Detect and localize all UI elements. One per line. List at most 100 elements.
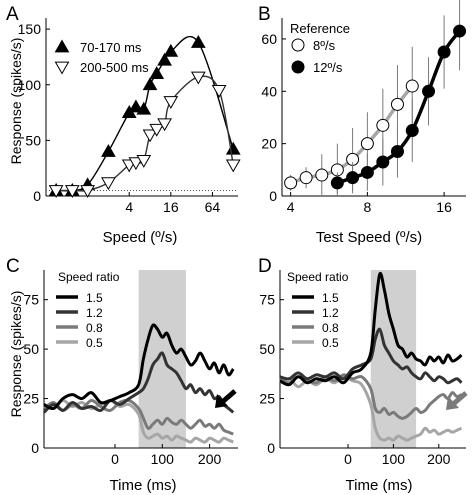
panel-a-series-1-point (136, 101, 152, 115)
panel-b-y-tick-label: 20 (261, 136, 277, 152)
panel-d-legend-label: 1.2 (322, 306, 339, 320)
panel-a-legend-marker-1 (54, 39, 70, 53)
panel-a-series-2-point (211, 84, 227, 98)
panel-b-series-2-point (422, 84, 436, 98)
panel-c-series-1.5-line (43, 323, 235, 411)
panel-a-series-1-point (149, 66, 165, 79)
panel-b-series-2-point (390, 145, 404, 158)
panel-b-series-1-point (284, 176, 298, 190)
panel-b-series-2-point (360, 165, 374, 179)
panel-c-series-1.2-line (42, 351, 235, 414)
panel-c-x-tick-label: 0 (111, 451, 119, 467)
panel-b-x-tick-label: 16 (436, 199, 452, 215)
panel-a-series-2-point (101, 177, 116, 191)
panel-d-arrow-icon (446, 396, 459, 410)
panel-c-legend-label: 0.8 (86, 321, 103, 335)
panel-c-legend-label: 1.5 (86, 291, 103, 305)
panel-a-series-2-point (136, 155, 152, 168)
panel-a-series-1-point (163, 43, 179, 57)
panel-d-legend-label: 0.8 (322, 321, 339, 335)
panel-a-series-1-point (157, 52, 172, 66)
panel-c-legend-label: 1.2 (86, 306, 103, 320)
panel-a-series-2-point (64, 185, 80, 198)
panel-a-x-label: Speed (º/s) (103, 229, 178, 246)
panel-c-y-tick-label: 75 (23, 292, 39, 308)
panel-b-legend-label-1: 8º/s (313, 38, 336, 53)
panel-a-y-tick-label: 50 (25, 132, 41, 148)
panel-b-series-1-point (299, 171, 313, 185)
panel-a-y-tick-label: 0 (33, 188, 41, 204)
panel-c-y-tick-label: 0 (31, 440, 39, 456)
panel-c-x-label: Time (ms) (110, 477, 177, 494)
panel-b-legend-title: Reference (290, 21, 350, 36)
panel-c-stimulus-window (138, 270, 186, 448)
panel-c-series-0.5-line (43, 399, 234, 444)
panel-a-series-2-point (128, 157, 144, 171)
panel-b-series-2-point (453, 24, 467, 38)
panel-a-x-tick-label: 16 (163, 199, 179, 215)
panel-b-x-label: Test Speed (º/s) (316, 229, 422, 246)
panel-b-y-tick-label: 0 (269, 188, 277, 204)
panel-letter-c: C (6, 256, 20, 277)
panel-c-y-label: Response (spikes/s) (8, 291, 24, 418)
panel-b-legend-marker-1 (291, 38, 305, 52)
panel-c-legend-title: Speed ratio (58, 270, 120, 284)
panel-a-series-2-line (56, 75, 234, 192)
panel-b-series-1-point (376, 118, 390, 132)
panel-b-series-2-point (376, 155, 390, 169)
panel-a-series-2-point (48, 185, 64, 198)
panel-b-series-2-point (330, 176, 344, 190)
panel-d-x-tick-label: 0 (344, 451, 352, 467)
panel-d-legend-label: 0.5 (322, 336, 339, 350)
panel-d-y-tick-label: 50 (259, 341, 275, 357)
panel-a-legend-label-2: 200-500 ms (80, 60, 149, 75)
panel-a-series-1-point (225, 141, 241, 155)
panel-b-series-2-point (405, 124, 419, 138)
panel-d-legend-label: 1.5 (322, 291, 339, 305)
panel-letter-d: D (258, 256, 272, 277)
panel-d-x-tick-label: 100 (382, 451, 406, 467)
panel-d-y-tick-label: 0 (267, 440, 275, 456)
panel-b-legend-marker-2 (291, 60, 305, 74)
panel-b-y-tick-label: 40 (261, 83, 277, 99)
panel-a-legend-label-1: 70-170 ms (80, 40, 142, 55)
panel-b-legend-label-2: 12º/s (313, 60, 343, 75)
panel-b-series-2-point (346, 171, 360, 185)
panel-a-x-tick-label: 4 (125, 199, 133, 215)
panel-a-series-2-point (80, 185, 95, 198)
panel-b-x-tick-label: 4 (287, 199, 295, 215)
panel-a-y-tick-label: 100 (18, 77, 42, 93)
panel-b-series-1-point (390, 97, 404, 111)
panel-b-series-1-point (315, 168, 329, 182)
panel-a-series-2-point (149, 123, 165, 137)
panel-a-series-1-point (142, 77, 158, 91)
panel-a-series-1-point (128, 99, 144, 113)
panel-a-y-tick-label: 150 (18, 21, 42, 37)
panel-a-series-2-point (225, 159, 241, 173)
panel-b-y-tick-label: 60 (261, 31, 277, 47)
panel-d-series-0.5-line (279, 375, 463, 442)
panel-c-legend-label: 0.5 (86, 336, 103, 350)
panel-a-series-2-point (142, 129, 158, 143)
panel-a-x-tick-label: 64 (205, 199, 221, 215)
panel-a-series-2-point (190, 71, 206, 85)
panel-d-x-label: Time (ms) (346, 477, 413, 494)
panel-d-series-1.2-line (279, 327, 463, 385)
panel-d-x-tick-label: 200 (427, 451, 451, 467)
panel-d-y-tick-label: 75 (259, 292, 275, 308)
panel-a-y-label: Response (spikes/s) (8, 38, 24, 165)
panel-letter-b: B (258, 4, 271, 25)
panel-d-legend-title: Speed ratio (287, 270, 349, 284)
panel-a-series-1-point (190, 34, 206, 48)
panel-a-series-2-point (157, 118, 172, 132)
panel-d-series-1.5-line (279, 271, 463, 387)
panel-c-series-0.8-line (43, 398, 234, 436)
panel-d-y-tick-label: 25 (259, 391, 275, 407)
panel-c-arrow-icon (215, 394, 228, 408)
panel-a-series-2-point (163, 96, 179, 109)
panel-b-series-1-point (405, 79, 419, 93)
panel-c-x-tick-label: 100 (151, 451, 175, 467)
panel-a-legend-marker-2 (54, 61, 70, 75)
panel-a-series-1-point (101, 143, 116, 157)
